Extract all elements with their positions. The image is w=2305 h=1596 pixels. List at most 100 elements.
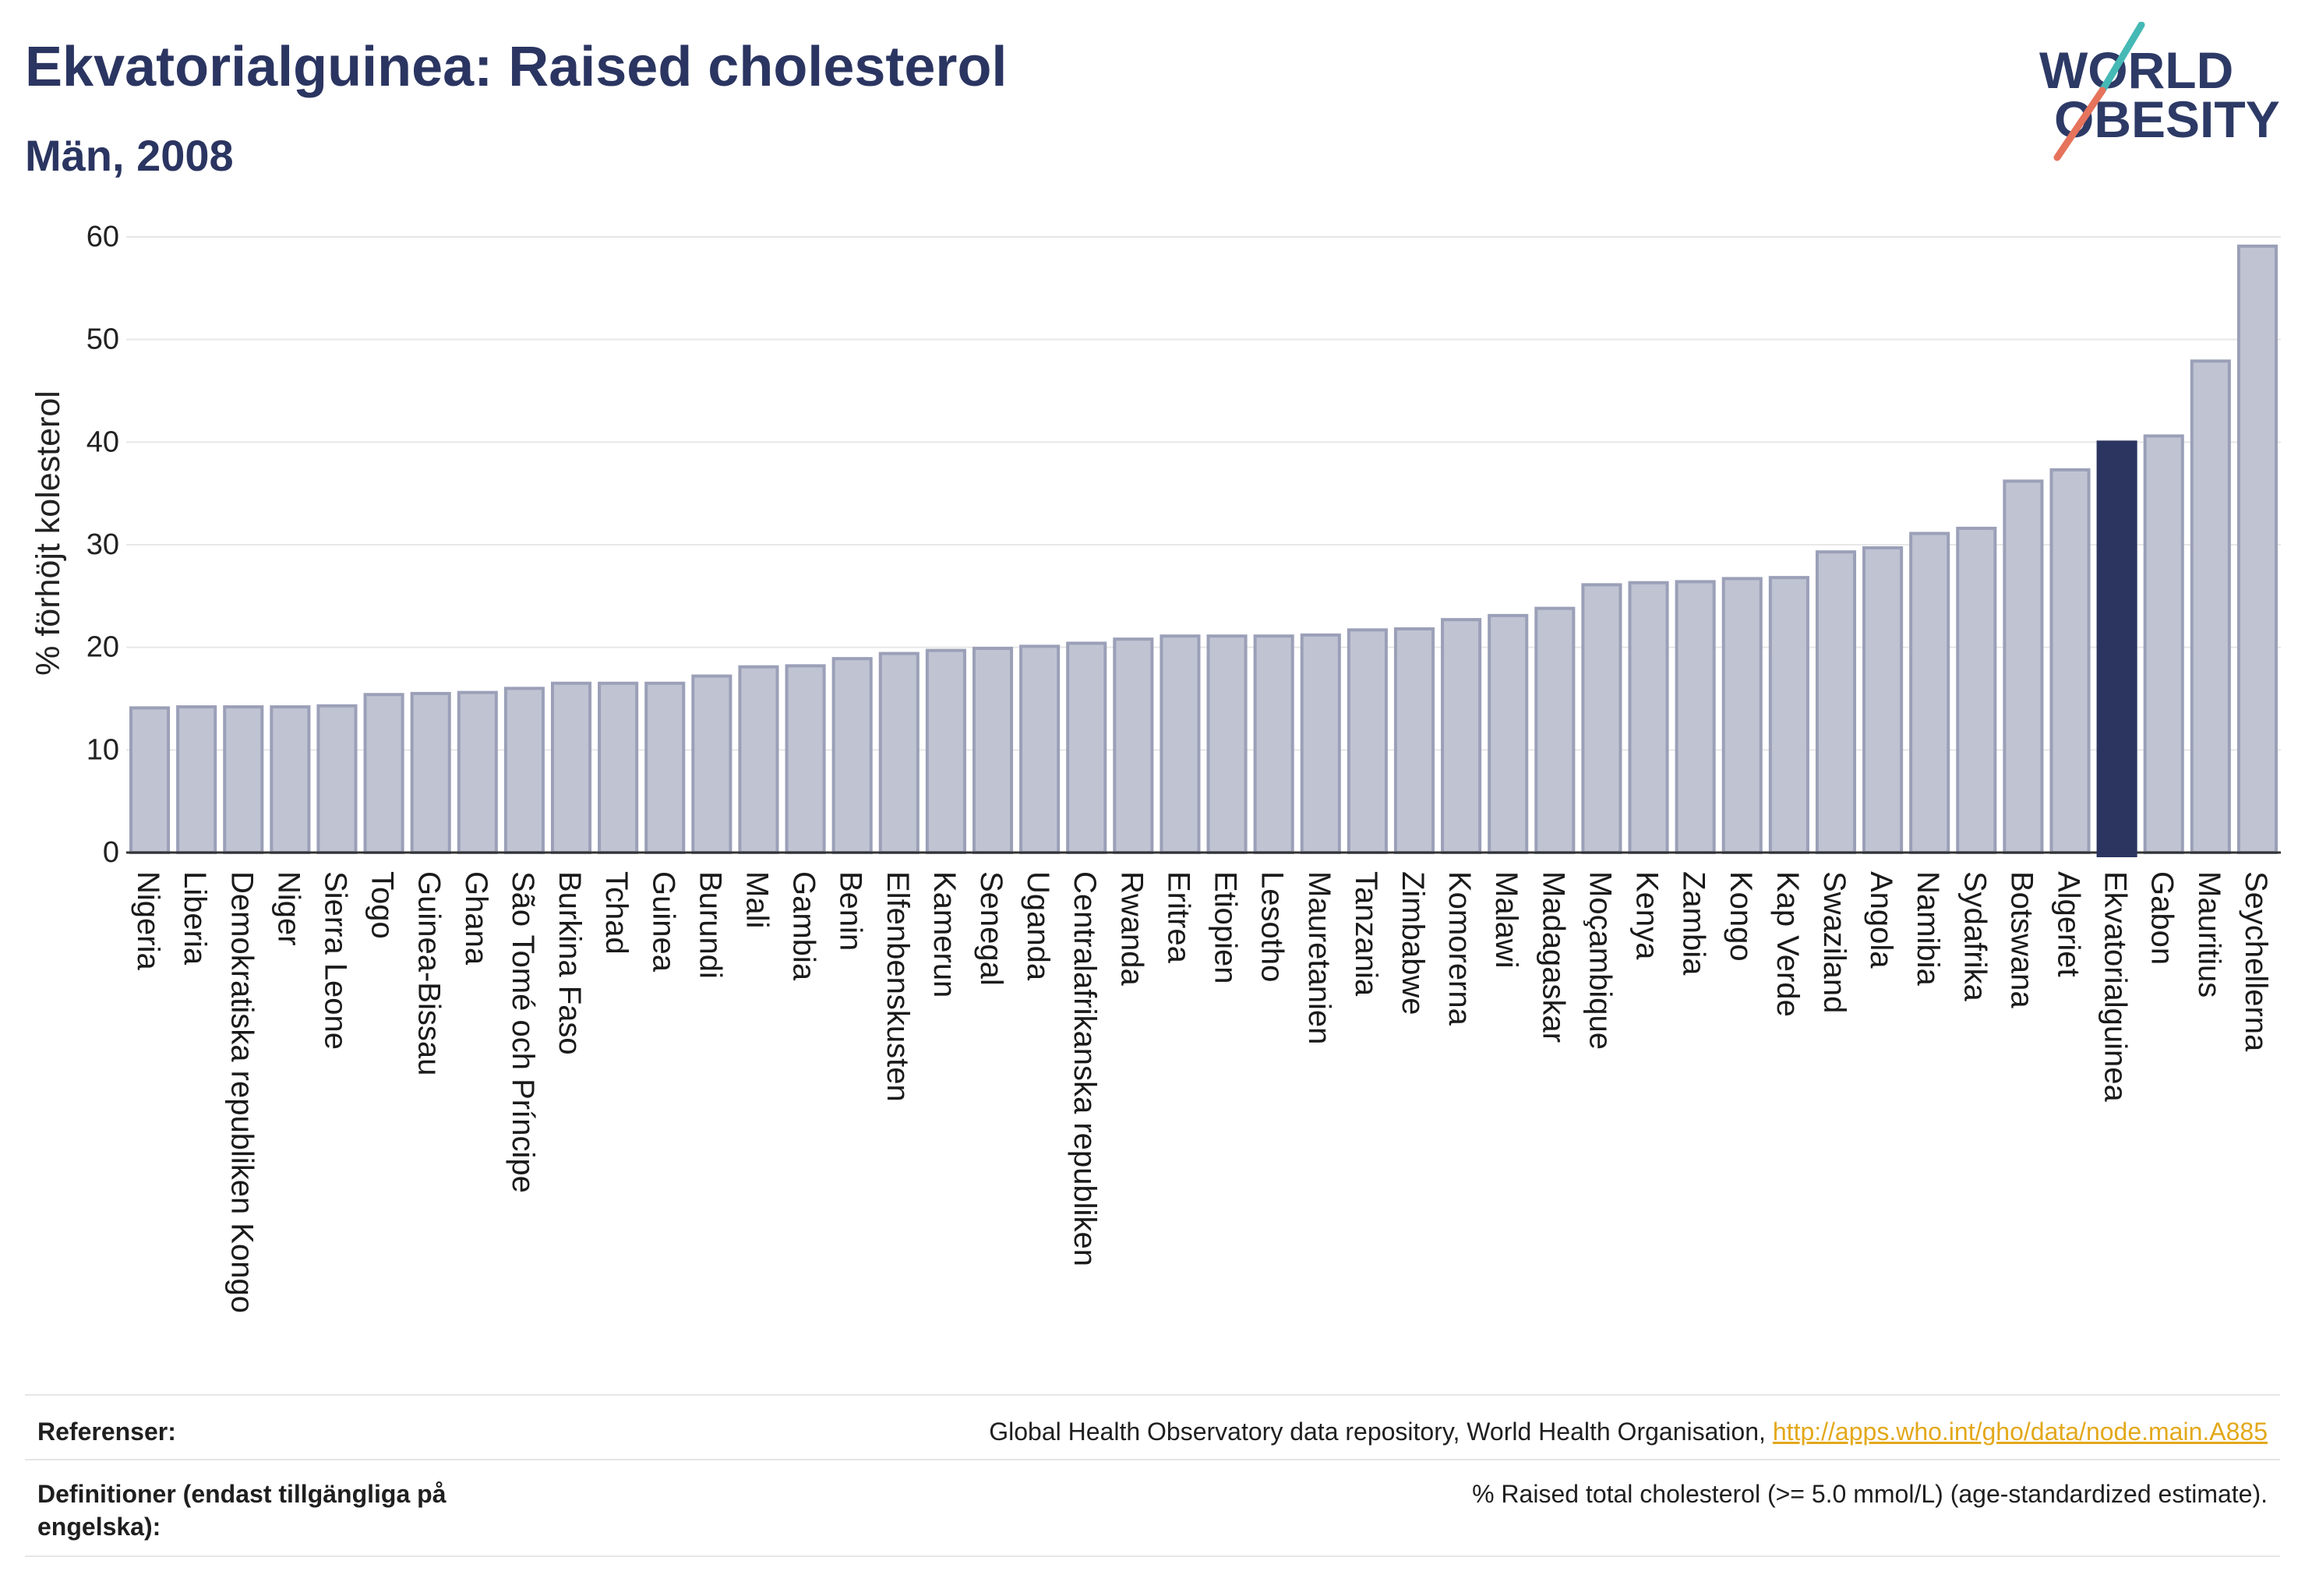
x-tick-label: Angola bbox=[1864, 871, 1898, 969]
bar-kap-verde bbox=[1768, 576, 1809, 855]
bar-niger bbox=[270, 705, 311, 854]
x-tick-label: Mauretanien bbox=[1302, 871, 1336, 1044]
x-tick-label: Liberia bbox=[178, 871, 212, 966]
x-tick-label: Guinea bbox=[646, 871, 680, 973]
world-obesity-logo: WORLD OBESITY bbox=[2039, 22, 2280, 161]
x-tick-label: São Tomé och Príncipe bbox=[506, 871, 540, 1193]
bar-gambia bbox=[785, 664, 826, 854]
x-tick-label: Sydafrika bbox=[1957, 871, 1992, 1001]
x-tick-label: Togo bbox=[365, 871, 400, 939]
x-tick-label: Centralafrikanska republiken bbox=[1068, 871, 1102, 1266]
bar-mauretanien bbox=[1300, 633, 1341, 854]
x-tick-label: Ghana bbox=[459, 871, 493, 966]
y-tick-label: 10 bbox=[86, 733, 119, 766]
x-tick-label: Tanzania bbox=[1349, 871, 1383, 997]
bar-sao-tome-och-principe bbox=[503, 687, 545, 854]
bar-mali bbox=[738, 665, 779, 855]
definitions-row: Definitioner (endast tillgängliga på eng… bbox=[25, 1459, 2280, 1557]
x-tick-label: Namibia bbox=[1911, 871, 1945, 986]
x-tick-label: Komorerna bbox=[1442, 871, 1477, 1026]
x-tick-label: Senegal bbox=[974, 871, 1008, 986]
source-table: Referenser: Global Health Observatory da… bbox=[25, 1394, 2280, 1557]
x-tick-label: Elfenbenskusten bbox=[881, 871, 915, 1102]
x-tick-label: Kap Verde bbox=[1770, 871, 1805, 1017]
bar-sydafrika bbox=[1956, 526, 1997, 855]
logo-slash-bottom bbox=[2053, 87, 2106, 161]
bar-senegal bbox=[972, 646, 1014, 854]
x-tick-label: Niger bbox=[271, 871, 305, 946]
bar-kamerun bbox=[925, 648, 966, 854]
bar-benin bbox=[831, 657, 873, 855]
x-tick-label: Botswana bbox=[2004, 871, 2038, 1008]
bar-ekvatorialguinea bbox=[2096, 440, 2137, 857]
references-text: Global Health Observatory data repositor… bbox=[989, 1418, 1766, 1446]
bar-chart: 0 10 20 30 40 50 60 Nigeria Liberia Demokratiska … bbox=[30, 221, 2281, 1313]
x-tick-label: Tchad bbox=[599, 871, 634, 955]
bar-swaziland bbox=[1815, 550, 1857, 854]
y-tick-label: 40 bbox=[86, 425, 119, 458]
x-tick-label: Gabon bbox=[2145, 871, 2180, 965]
y-axis-label: % förhöjt kolesterol bbox=[30, 390, 67, 676]
bar-lesotho bbox=[1253, 634, 1294, 855]
x-tick-label: Demokratiska republiken Kongo bbox=[224, 871, 259, 1313]
references-link[interactable]: http://apps.who.int/gho/data/node.main.A… bbox=[1772, 1418, 2268, 1446]
bar-namibia bbox=[1909, 531, 1950, 854]
bar-liberia bbox=[176, 705, 217, 854]
bar-zambia bbox=[1675, 580, 1716, 855]
x-tick-label: Zimbabwe bbox=[1396, 871, 1430, 1015]
bar-burkina-faso bbox=[550, 681, 592, 854]
x-tick-label: Madagaskar bbox=[1536, 871, 1570, 1043]
bar-elfenbenskusten bbox=[878, 651, 920, 854]
bar-zimbabwe bbox=[1393, 627, 1435, 854]
bar-kenya bbox=[1628, 581, 1669, 854]
y-tick-label: 50 bbox=[86, 323, 119, 356]
x-tick-label: Sierra Leone bbox=[318, 871, 352, 1050]
bar-burundi bbox=[691, 674, 732, 854]
x-tick-label: Nigeria bbox=[131, 871, 165, 970]
chart-title: Ekvatorialguinea: Raised cholesterol bbox=[25, 36, 1008, 98]
bar-mocambique bbox=[1581, 583, 1622, 854]
references-row: Referenser: Global Health Observatory da… bbox=[25, 1394, 2280, 1459]
bar-ghana bbox=[457, 690, 498, 854]
bar-algeriet bbox=[2049, 468, 2091, 855]
x-tick-label: Kongo bbox=[1724, 871, 1758, 962]
x-tick-label: Malawi bbox=[1489, 871, 1523, 968]
bar-madagaskar bbox=[1534, 606, 1576, 855]
x-tick-label: Rwanda bbox=[1114, 871, 1149, 987]
bar-malawi bbox=[1488, 613, 1529, 854]
chart-subtitle: Män, 2008 bbox=[25, 131, 234, 180]
x-tick-label: Burundi bbox=[693, 871, 727, 979]
bar-tanzania bbox=[1347, 628, 1388, 854]
x-tick-label: Algeriet bbox=[2052, 871, 2086, 977]
bar-mauritius bbox=[2190, 359, 2231, 855]
bar-eritrea bbox=[1160, 634, 1201, 855]
bar-kongo bbox=[1721, 577, 1763, 854]
bar-seychellerna bbox=[2236, 244, 2278, 855]
x-tick-label: Etiopien bbox=[1209, 871, 1243, 984]
logo-slash-top bbox=[2099, 22, 2145, 94]
x-tick-label: Kenya bbox=[1630, 871, 1664, 960]
x-tick-label: Eritrea bbox=[1161, 871, 1195, 964]
bar-sierra-leone bbox=[316, 704, 358, 855]
bar-rwanda bbox=[1113, 637, 1154, 855]
x-tick-label: Gambia bbox=[787, 871, 821, 981]
references-label: Referenser: bbox=[37, 1418, 176, 1446]
bar-uganda bbox=[1019, 644, 1061, 854]
x-tick-label: Uganda bbox=[1021, 871, 1055, 981]
x-tick-label: Moçambique bbox=[1583, 871, 1617, 1050]
y-tick-label: 20 bbox=[86, 631, 119, 664]
bar-etiopien bbox=[1206, 634, 1248, 855]
x-tick-label: Guinea-Bissau bbox=[412, 871, 447, 1075]
bar-angola bbox=[1862, 546, 1904, 854]
bar-togo bbox=[363, 693, 404, 854]
references-value: Global Health Observatory data repositor… bbox=[989, 1418, 2268, 1446]
y-tick-label: 0 bbox=[103, 836, 119, 869]
bar-guinea bbox=[644, 681, 686, 854]
definitions-text: % Raised total cholesterol (>= 5.0 mmol/… bbox=[1472, 1480, 2268, 1508]
y-tick-label: 60 bbox=[86, 221, 119, 253]
logo-text-world: WORLD bbox=[2039, 41, 2233, 99]
bar-komorerna bbox=[1441, 618, 1482, 854]
x-tick-label: Seychellerna bbox=[2239, 871, 2273, 1052]
x-tick-label: Zambia bbox=[1677, 871, 1711, 976]
bar-centralafrikanska-republiken bbox=[1066, 641, 1107, 855]
